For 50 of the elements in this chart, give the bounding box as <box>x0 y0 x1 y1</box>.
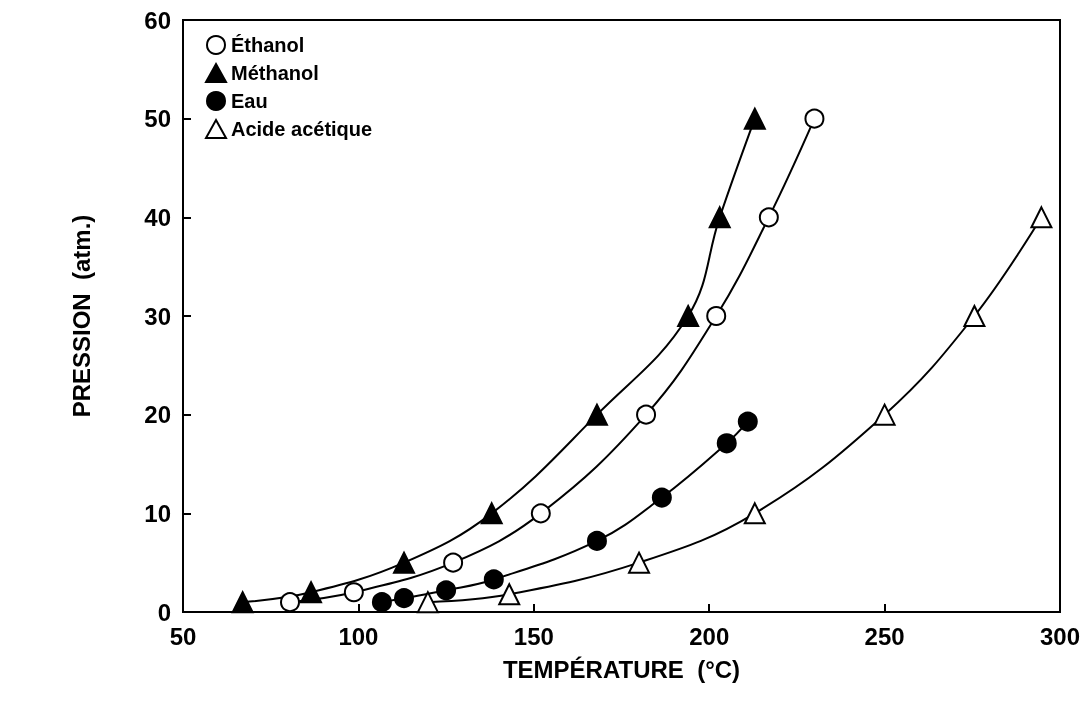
y-tick-label: 20 <box>144 401 171 429</box>
y-tick-label: 60 <box>144 6 171 34</box>
x-tick-label: 150 <box>513 622 554 650</box>
point <box>873 403 896 426</box>
point <box>706 306 727 326</box>
point <box>498 583 521 606</box>
point <box>758 207 779 228</box>
legend-label: Eau <box>231 90 268 112</box>
point <box>677 305 700 327</box>
point <box>394 588 414 609</box>
point <box>1030 206 1053 229</box>
point <box>585 403 608 426</box>
x-tick-label: 100 <box>338 622 379 650</box>
y-tick-label: 40 <box>144 203 171 231</box>
y-tick-label: 10 <box>144 499 171 527</box>
point <box>280 592 300 613</box>
point <box>436 580 457 601</box>
point <box>231 591 254 614</box>
point <box>737 411 758 432</box>
point <box>443 552 464 573</box>
legend-label: Méthanol <box>231 62 319 84</box>
point <box>416 591 439 614</box>
x-tick-label: 250 <box>864 622 905 650</box>
point <box>708 206 731 229</box>
point <box>651 487 672 508</box>
point <box>716 433 737 454</box>
y-axis-title: PRESSION (atm.) <box>67 214 95 418</box>
x-tick-label: 200 <box>689 622 730 650</box>
y-tick-label: 0 <box>157 598 171 626</box>
point <box>530 503 551 524</box>
y-tick-label: 50 <box>144 105 171 133</box>
point <box>636 404 657 425</box>
x-tick-label: 50 <box>169 622 197 650</box>
point <box>586 530 607 551</box>
x-axis-title: TEMPÉRATURE (°C) <box>502 655 741 683</box>
y-tick-label: 30 <box>144 302 171 330</box>
point <box>743 107 766 130</box>
point <box>483 569 504 590</box>
point <box>300 581 323 604</box>
x-tick-label: 300 <box>1039 622 1081 650</box>
point <box>628 551 651 574</box>
legend-label: Acide acétique <box>231 118 373 140</box>
point <box>371 592 392 613</box>
point <box>743 502 766 525</box>
point <box>480 502 503 525</box>
legend-label: Éthanol <box>231 34 305 56</box>
point <box>963 305 986 327</box>
point <box>343 582 364 603</box>
point <box>804 108 825 129</box>
point <box>393 551 415 574</box>
